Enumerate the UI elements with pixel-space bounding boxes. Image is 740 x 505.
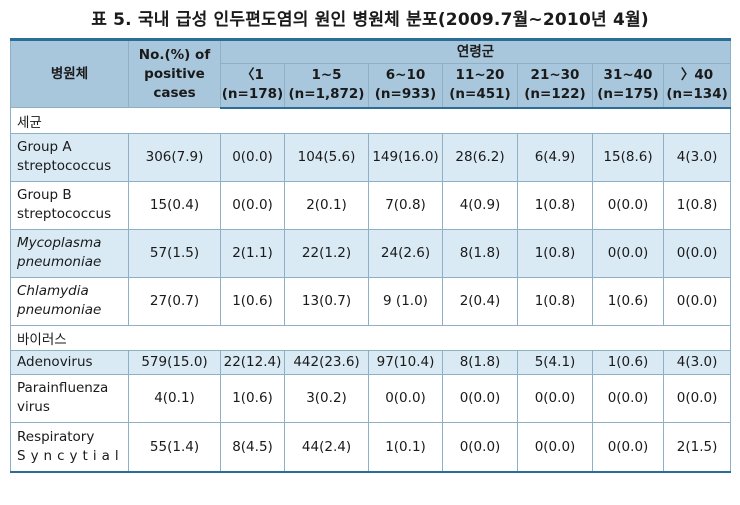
cell: 3(0.2) bbox=[284, 373, 369, 423]
cell: 5(4.1) bbox=[517, 349, 593, 375]
cell: 0(0.0) bbox=[662, 276, 732, 326]
cell: 1(0.1) bbox=[368, 421, 443, 473]
header-age-1-5: 1~5 (n=1,872) bbox=[284, 63, 369, 109]
table-row: Mycoplasma pneumoniae 57(1.5) 2(1.1) 22(1… bbox=[10, 228, 732, 278]
cell: 15(0.4) bbox=[128, 180, 221, 230]
cell: 0(0.0) bbox=[592, 180, 664, 230]
cell: 0(0.0) bbox=[517, 421, 593, 473]
section-bacteria: 세균 bbox=[9, 107, 732, 134]
cell: 2(0.4) bbox=[442, 276, 518, 326]
header-age-6-10: 6~10 (n=933) bbox=[368, 63, 443, 109]
cell: 149(16.0) bbox=[368, 132, 443, 182]
cell: 0(0.0) bbox=[220, 132, 285, 182]
cell: 44(2.4) bbox=[284, 421, 369, 473]
cell: 442(23.6) bbox=[284, 349, 369, 375]
cell: 1(0.8) bbox=[517, 180, 593, 230]
pathogen-distribution-table: 병원체 No.(%) of positive cases 연령군 〈1 (n=17… bbox=[9, 38, 732, 473]
cell: 4(3.0) bbox=[662, 349, 732, 375]
cell: 1(0.8) bbox=[662, 180, 732, 230]
cell: 0(0.0) bbox=[592, 228, 664, 278]
cell: 1(0.6) bbox=[592, 349, 664, 375]
cell: 0(0.0) bbox=[442, 373, 518, 423]
cell: 24(2.6) bbox=[368, 228, 443, 278]
cell: 15(8.6) bbox=[592, 132, 664, 182]
header-age-21-30: 21~30 (n=122) bbox=[517, 63, 593, 109]
header-positive: No.(%) of positive cases bbox=[128, 39, 221, 108]
header-age-31-40: 31~40 (n=175) bbox=[592, 63, 664, 109]
cell: 0(0.0) bbox=[662, 228, 732, 278]
cell: 0(0.0) bbox=[592, 373, 664, 423]
cell: 4(0.1) bbox=[128, 373, 221, 423]
pathogen-name: Respiratory Syncytial bbox=[10, 421, 129, 473]
pathogen-name: Mycoplasma pneumoniae bbox=[10, 228, 129, 278]
cell: 0(0.0) bbox=[517, 373, 593, 423]
table-row: Parainfluenza virus 4(0.1) 1(0.6) 3(0.2) … bbox=[10, 373, 732, 423]
table-row: Respiratory Syncytial 55(1.4) 8(4.5) 44(2… bbox=[10, 421, 732, 473]
cell: 9 (1.0) bbox=[368, 276, 443, 326]
cell: 8(1.8) bbox=[442, 349, 518, 375]
table-row: Adenovirus 579(15.0) 22(12.4) 442(23.6) … bbox=[10, 349, 732, 375]
pathogen-name: Chlamydia pneumoniae bbox=[10, 276, 129, 326]
cell: 22(12.4) bbox=[220, 349, 285, 375]
cell: 0(0.0) bbox=[662, 373, 732, 423]
cell: 57(1.5) bbox=[128, 228, 221, 278]
cell: 6(4.9) bbox=[517, 132, 593, 182]
cell: 22(1.2) bbox=[284, 228, 369, 278]
table-title: 표 5. 국내 급성 인두편도염의 원인 병원체 분포(2009.7월~2010… bbox=[91, 10, 649, 30]
header-pathogen: 병원체 bbox=[10, 39, 129, 108]
cell: 2(0.1) bbox=[284, 180, 369, 230]
cell: 0(0.0) bbox=[220, 180, 285, 230]
cell: 97(10.4) bbox=[368, 349, 443, 375]
cell: 7(0.8) bbox=[368, 180, 443, 230]
cell: 28(6.2) bbox=[442, 132, 518, 182]
table-row: Chlamydia pneumoniae 27(0.7) 1(0.6) 13(0.… bbox=[10, 276, 732, 326]
cell: 0(0.0) bbox=[368, 373, 443, 423]
cell: 13(0.7) bbox=[284, 276, 369, 326]
cell: 0(0.0) bbox=[442, 421, 518, 473]
header-age-group: 연령군 bbox=[219, 39, 732, 64]
cell: 8(1.8) bbox=[442, 228, 518, 278]
cell: 4(3.0) bbox=[662, 132, 732, 182]
cell: 27(0.7) bbox=[128, 276, 221, 326]
pathogen-name: Parainfluenza virus bbox=[10, 373, 129, 423]
cell: 1(0.6) bbox=[592, 276, 664, 326]
cell: 2(1.1) bbox=[220, 228, 285, 278]
cell: 1(0.6) bbox=[220, 373, 285, 423]
section-virus: 바이러스 bbox=[9, 324, 732, 351]
pathogen-name: Adenovirus bbox=[10, 349, 129, 375]
cell: 1(0.6) bbox=[220, 276, 285, 326]
cell: 579(15.0) bbox=[128, 349, 221, 375]
cell: 306(7.9) bbox=[128, 132, 221, 182]
cell: 104(5.6) bbox=[284, 132, 369, 182]
header-age-gt40: 〉40 (n=134) bbox=[662, 63, 732, 109]
cell: 1(0.8) bbox=[517, 228, 593, 278]
cell: 4(0.9) bbox=[442, 180, 518, 230]
cell: 0(0.0) bbox=[592, 421, 664, 473]
header-age-lt1: 〈1 (n=178) bbox=[220, 63, 285, 109]
header-age-11-20: 11~20 (n=451) bbox=[442, 63, 518, 109]
cell: 1(0.8) bbox=[517, 276, 593, 326]
cell: 8(4.5) bbox=[220, 421, 285, 473]
cell: 55(1.4) bbox=[128, 421, 221, 473]
cell: 2(1.5) bbox=[662, 421, 732, 473]
